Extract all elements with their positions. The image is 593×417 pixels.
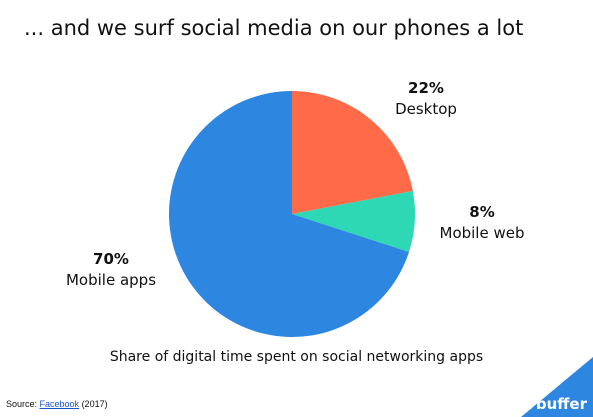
slice-label-mobile-web: Mobile web	[440, 224, 525, 242]
buffer-logo-icon	[520, 398, 533, 411]
slice-label-mobile-apps: Mobile apps	[66, 271, 156, 289]
brand-logo: buffer	[520, 395, 587, 413]
slice-label-desktop: Desktop	[395, 100, 457, 118]
brand-name: buffer	[535, 395, 587, 413]
source-note: Source: Facebook (2017)	[6, 399, 108, 409]
chart-subtitle: Share of digital time spent on social ne…	[109, 349, 484, 365]
brand-corner-triangle	[521, 357, 593, 417]
page-title: ... and we surf social media on our phon…	[24, 16, 524, 40]
pie-slice-desktop	[292, 91, 413, 214]
source-link[interactable]: Facebook	[39, 399, 80, 409]
slice-percent-desktop: 22%	[408, 79, 444, 97]
pie-slice-mobile-web	[292, 190, 415, 253]
slice-percent-mobile-web: 8%	[469, 203, 494, 221]
source-prefix: Source:	[6, 399, 40, 409]
source-suffix: (2017)	[79, 399, 108, 409]
slice-percent-mobile-apps: 70%	[93, 250, 129, 268]
pie-slice-mobile-apps	[168, 91, 409, 337]
